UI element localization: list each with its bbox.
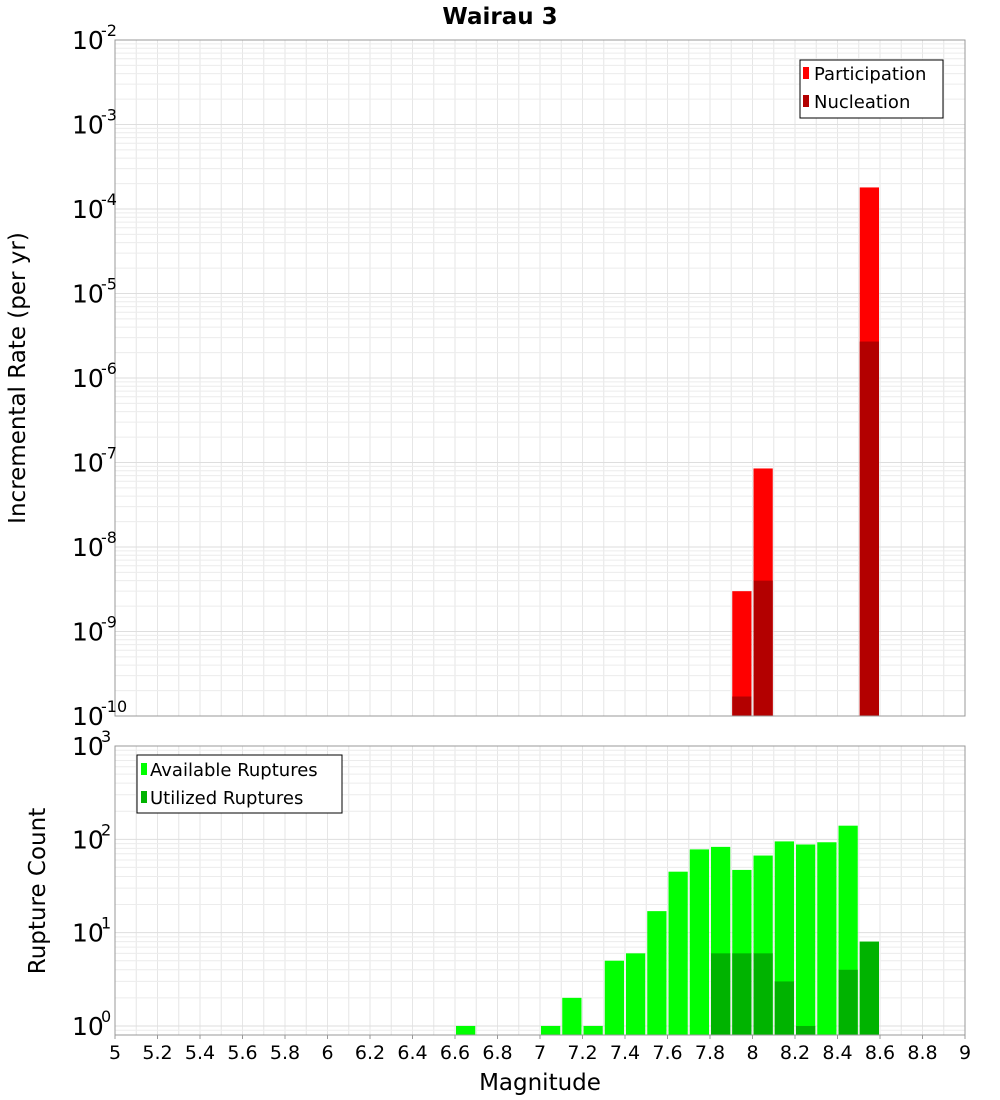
x-tick-label: 8.6 bbox=[865, 1042, 895, 1064]
x-tick-label: 6.8 bbox=[482, 1042, 512, 1064]
x-tick-label: 6.2 bbox=[355, 1042, 385, 1064]
count-bar-available-ruptures bbox=[668, 871, 688, 1035]
count-bar-utilized-ruptures bbox=[838, 969, 858, 1035]
x-tick-label: 5.8 bbox=[270, 1042, 300, 1064]
y-tick-exponent: -2 bbox=[101, 21, 117, 40]
count-bar-utilized-ruptures bbox=[796, 1025, 816, 1035]
x-tick-label: 8.2 bbox=[780, 1042, 810, 1064]
y-tick-label: 10 bbox=[72, 195, 104, 224]
y-tick-label: 10 bbox=[72, 618, 104, 647]
y-tick-exponent: -10 bbox=[101, 697, 127, 716]
y-tick-label: 10 bbox=[72, 919, 104, 948]
count-bar-utilized-ruptures bbox=[711, 953, 731, 1035]
y-tick-label: 10 bbox=[72, 111, 104, 140]
y-tick-label: 10 bbox=[72, 280, 104, 309]
count-bar-utilized-ruptures bbox=[774, 981, 794, 1035]
y-tick-exponent: -7 bbox=[101, 444, 117, 463]
count-bar-available-ruptures bbox=[456, 1025, 476, 1035]
y-tick-label: 10 bbox=[72, 449, 104, 478]
legend-swatch-utilized-ruptures bbox=[141, 791, 147, 803]
x-ticks: 5 5.2 5.4 5.6 5.8 6 6.2 6.4 6.6 6.8 7 7.2 7.4 7.6 7.8 8… bbox=[109, 1035, 971, 1064]
y-tick-label: 10 bbox=[72, 702, 104, 731]
count-bar-utilized-ruptures bbox=[859, 941, 879, 1035]
y-tick-exponent: 2 bbox=[101, 820, 111, 839]
legend-label-utilized-ruptures: Utilized Ruptures bbox=[150, 788, 303, 809]
count-bar-available-ruptures bbox=[583, 1025, 603, 1035]
y-tick-label: 10 bbox=[72, 533, 104, 562]
count-bar-utilized-ruptures bbox=[732, 953, 752, 1035]
bottom-legend-box bbox=[136, 754, 343, 814]
x-tick-label: 7.2 bbox=[567, 1042, 597, 1064]
y-tick-exponent: -3 bbox=[101, 106, 117, 125]
count-bar-available-ruptures bbox=[796, 844, 816, 1035]
y-tick-exponent: -4 bbox=[101, 190, 117, 209]
top-plot-frame bbox=[114, 39, 966, 717]
y-tick-exponent: -5 bbox=[101, 275, 117, 294]
x-tick-label: 5.2 bbox=[142, 1042, 172, 1064]
top-grid bbox=[114, 39, 966, 717]
x-tick-label: 8.8 bbox=[907, 1042, 937, 1064]
y-tick-exponent: 3 bbox=[101, 727, 111, 746]
top-legend-box bbox=[799, 59, 944, 119]
legend-swatch-available-ruptures bbox=[141, 763, 147, 775]
count-bar-available-ruptures bbox=[562, 997, 582, 1035]
bottom-legend: Available Ruptures Utilized Ruptures bbox=[136, 754, 343, 814]
count-bar-available-ruptures bbox=[817, 842, 837, 1035]
y-tick-label: 10 bbox=[72, 1012, 104, 1041]
y-tick-label: 10 bbox=[72, 26, 104, 55]
chart-title: Wairau 3 bbox=[442, 4, 557, 30]
x-tick-label: 5.4 bbox=[185, 1042, 215, 1064]
count-bar-available-ruptures bbox=[647, 911, 667, 1035]
rate-bar-nucleation bbox=[859, 341, 879, 716]
top-bars bbox=[732, 187, 879, 717]
count-bar-utilized-ruptures bbox=[753, 953, 773, 1035]
bottom-bars bbox=[456, 825, 879, 1035]
legend-swatch-nucleation bbox=[803, 95, 809, 107]
legend-label-nucleation: Nucleation bbox=[814, 92, 910, 113]
y-tick-exponent: 1 bbox=[101, 914, 111, 933]
x-tick-label: 7.4 bbox=[610, 1042, 640, 1064]
x-tick-label: 9 bbox=[959, 1042, 971, 1064]
legend-swatch-participation bbox=[803, 67, 809, 79]
top-legend: Participation Nucleation bbox=[799, 59, 944, 119]
count-bar-available-ruptures bbox=[626, 953, 646, 1035]
count-bar-available-ruptures bbox=[604, 960, 624, 1035]
y-tick-label: 10 bbox=[72, 732, 104, 761]
y-tick-exponent: -9 bbox=[101, 613, 117, 632]
x-tick-label: 7.8 bbox=[695, 1042, 725, 1064]
y-tick-exponent: -6 bbox=[101, 359, 117, 378]
rate-bar-nucleation bbox=[732, 696, 752, 716]
x-tick-label: 6.6 bbox=[440, 1042, 470, 1064]
y-tick-label: 10 bbox=[72, 825, 104, 854]
legend-label-participation: Participation bbox=[814, 64, 926, 85]
count-bar-available-ruptures bbox=[689, 849, 709, 1035]
y-tick-exponent: -8 bbox=[101, 528, 117, 547]
x-axis-title: Magnitude bbox=[479, 1070, 601, 1096]
x-tick-label: 8.4 bbox=[822, 1042, 852, 1064]
x-tick-label: 7 bbox=[534, 1042, 546, 1064]
rate-bar-nucleation bbox=[753, 580, 773, 716]
x-tick-label: 8 bbox=[746, 1042, 758, 1064]
top-y-axis-title: Incremental Rate (per yr) bbox=[5, 232, 31, 524]
x-tick-label: 7.6 bbox=[652, 1042, 682, 1064]
bottom-y-axis-title: Rupture Count bbox=[25, 808, 51, 974]
y-tick-label: 10 bbox=[72, 364, 104, 393]
legend-label-available-ruptures: Available Ruptures bbox=[150, 760, 318, 781]
x-tick-label: 6 bbox=[321, 1042, 333, 1064]
rate-bar-participation bbox=[732, 591, 752, 716]
y-tick-exponent: 0 bbox=[101, 1007, 111, 1026]
x-tick-label: 5 bbox=[109, 1042, 121, 1064]
x-tick-label: 6.4 bbox=[397, 1042, 427, 1064]
count-bar-available-ruptures bbox=[541, 1025, 561, 1035]
x-tick-label: 5.6 bbox=[227, 1042, 257, 1064]
